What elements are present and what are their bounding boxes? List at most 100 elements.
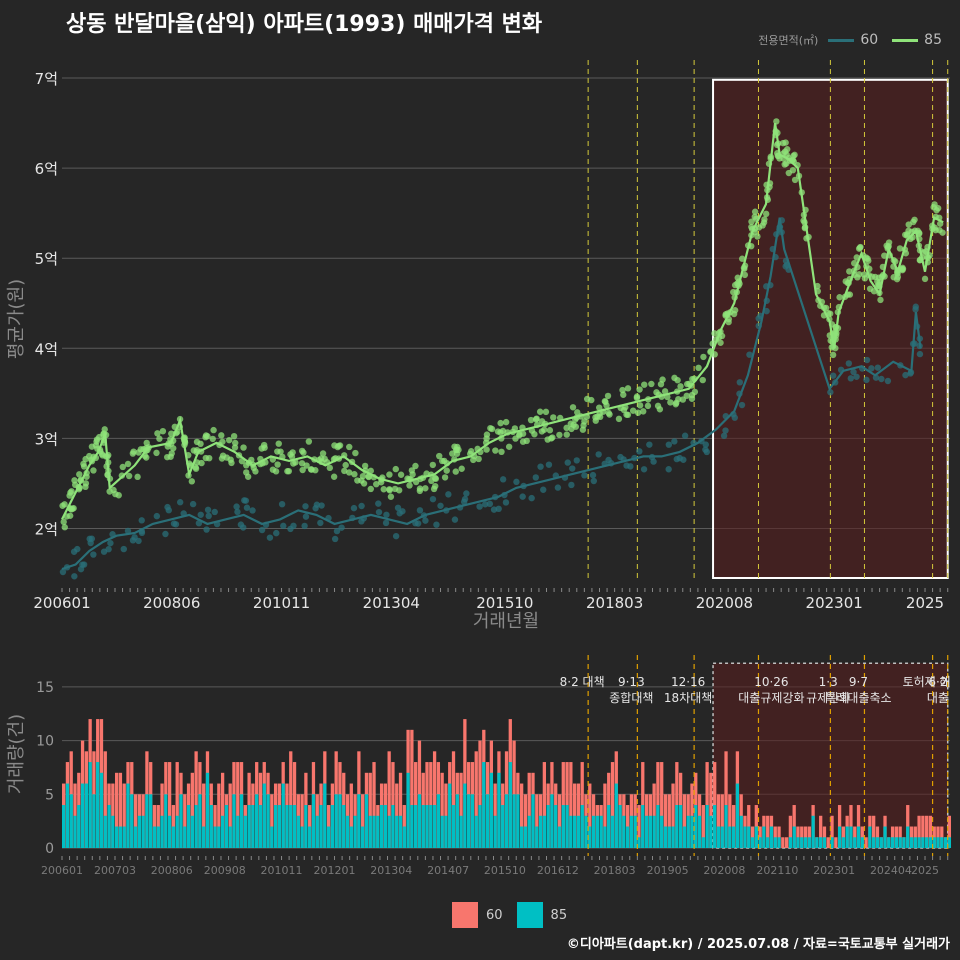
x-tick-label: 201011 bbox=[253, 594, 310, 612]
data-point-60 bbox=[120, 545, 127, 553]
bar-60 bbox=[190, 772, 194, 848]
data-point-85 bbox=[277, 448, 284, 455]
bar-85 bbox=[292, 805, 297, 848]
bar-85 bbox=[376, 815, 380, 848]
bar-85 bbox=[902, 837, 906, 848]
data-point-85 bbox=[826, 310, 834, 317]
top-legend: 전용면적(㎡) 60 85 bbox=[758, 32, 950, 48]
bar-60 bbox=[527, 772, 531, 848]
bar-60 bbox=[183, 794, 187, 848]
bar-85 bbox=[879, 837, 883, 848]
bar-85 bbox=[368, 815, 372, 848]
data-point-85 bbox=[634, 409, 642, 416]
bar-85 bbox=[554, 805, 558, 848]
data-point-85 bbox=[846, 268, 853, 275]
bar-85 bbox=[251, 805, 255, 848]
data-point-85 bbox=[452, 468, 459, 475]
data-point-60 bbox=[170, 520, 178, 527]
bar-85 bbox=[671, 826, 675, 848]
bar-x-tick-label: 201612 bbox=[537, 864, 579, 877]
data-point-60 bbox=[916, 350, 924, 358]
policy-annotation: 8·2 대책 bbox=[560, 674, 605, 689]
data-point-85 bbox=[218, 455, 226, 462]
data-point-60 bbox=[519, 493, 526, 500]
bar-85 bbox=[758, 837, 762, 848]
data-point-85 bbox=[759, 222, 766, 229]
bar-x-tick-label: 200703 bbox=[94, 864, 136, 877]
bar-85 bbox=[395, 815, 399, 848]
bar-60 bbox=[701, 805, 705, 848]
data-point-60 bbox=[317, 519, 324, 527]
bar-85 bbox=[675, 805, 679, 848]
data-point-85 bbox=[298, 447, 306, 455]
bar-85 bbox=[440, 815, 444, 848]
bar-85 bbox=[463, 783, 467, 848]
data-point-60 bbox=[422, 517, 429, 524]
bar-85 bbox=[913, 837, 917, 848]
data-point-60 bbox=[537, 463, 544, 470]
bar-85 bbox=[663, 826, 668, 848]
bar-85 bbox=[133, 826, 138, 848]
data-point-85 bbox=[784, 146, 791, 153]
bar-60 bbox=[720, 794, 724, 848]
bar-85 bbox=[137, 815, 141, 848]
data-point-85 bbox=[387, 493, 395, 500]
data-point-85 bbox=[519, 430, 527, 437]
data-point-85 bbox=[877, 296, 884, 304]
policy-annotation: 18차대책 bbox=[664, 690, 712, 705]
policy-annotation: 대출 bbox=[927, 691, 949, 705]
data-point-85 bbox=[871, 273, 879, 281]
data-point-85 bbox=[303, 462, 310, 469]
bar-60 bbox=[716, 794, 721, 848]
data-point-85 bbox=[210, 426, 217, 434]
bar-60 bbox=[819, 815, 823, 848]
bar-85 bbox=[236, 815, 240, 848]
data-point-60 bbox=[676, 454, 683, 462]
data-point-60 bbox=[589, 471, 597, 479]
bar-85 bbox=[561, 805, 565, 848]
data-point-85 bbox=[96, 433, 103, 441]
data-point-85 bbox=[789, 166, 797, 174]
data-point-60 bbox=[338, 524, 345, 531]
bar-85 bbox=[202, 826, 206, 848]
data-point-85 bbox=[82, 480, 90, 487]
x-tick-label: 201803 bbox=[586, 594, 643, 612]
data-point-60 bbox=[554, 484, 562, 491]
data-point-85 bbox=[243, 469, 250, 476]
bar-85 bbox=[629, 815, 634, 848]
data-point-85 bbox=[360, 480, 368, 487]
data-point-85 bbox=[359, 472, 367, 480]
data-point-85 bbox=[361, 462, 369, 470]
bar-85 bbox=[209, 805, 213, 848]
policy-annotation: 토허제 해 bbox=[903, 675, 951, 689]
bar-85 bbox=[614, 783, 618, 848]
bar-60 bbox=[781, 837, 785, 848]
bar-85 bbox=[296, 815, 300, 848]
data-point-60 bbox=[445, 491, 452, 498]
data-point-60 bbox=[433, 521, 440, 528]
bar-85 bbox=[576, 815, 581, 848]
bar-85 bbox=[716, 826, 721, 848]
bar-85 bbox=[474, 815, 478, 848]
data-point-60 bbox=[258, 526, 266, 534]
bar-x-tick-label: 201304 bbox=[370, 864, 412, 877]
bar-85 bbox=[743, 826, 747, 848]
data-point-60 bbox=[681, 432, 689, 439]
bar-85 bbox=[633, 815, 637, 848]
bar-85 bbox=[849, 826, 853, 848]
data-point-85 bbox=[542, 408, 550, 416]
bar-x-tick-label: 202008 bbox=[703, 864, 745, 877]
data-point-60 bbox=[540, 486, 547, 493]
data-point-85 bbox=[68, 488, 75, 495]
bar-60 bbox=[387, 751, 391, 848]
data-point-85 bbox=[230, 432, 238, 440]
data-point-60 bbox=[912, 306, 919, 313]
bar-60 bbox=[663, 794, 668, 848]
bar-85 bbox=[448, 783, 452, 848]
bar-x-tick-label: 201011 bbox=[261, 864, 303, 877]
bar-85 bbox=[228, 826, 232, 848]
data-point-60 bbox=[528, 494, 535, 502]
data-point-85 bbox=[326, 464, 334, 472]
data-point-85 bbox=[498, 448, 505, 456]
data-point-85 bbox=[548, 435, 555, 442]
